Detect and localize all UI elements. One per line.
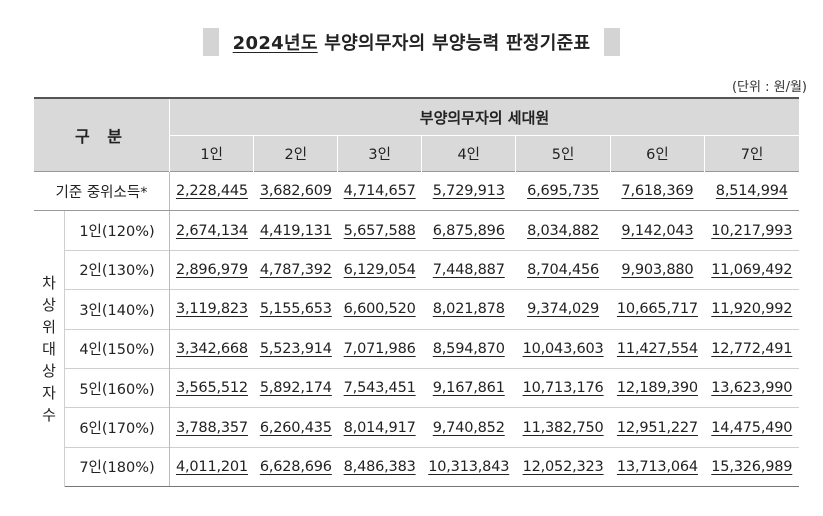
median-value: 3,682,609: [253, 170, 338, 212]
table-cell: 10,665,717: [610, 289, 705, 330]
row-label: 7인(180%): [64, 446, 170, 488]
column-header: 3인: [337, 135, 422, 172]
side-group-char: 자: [42, 384, 56, 402]
table-cell: 8,034,882: [515, 210, 611, 251]
table-row: 7인(180%) 4,011,201 6,628,696 8,486,383 10,31…: [34, 446, 799, 488]
table-cell: 6,875,896: [421, 210, 516, 251]
title-right-bar: [604, 28, 621, 56]
table-cell: 9,374,029: [515, 289, 611, 330]
table-cell: 3,788,357: [169, 407, 254, 448]
table-cell: 8,594,870: [421, 328, 516, 369]
table-cell: 10,043,603: [515, 328, 611, 369]
row-label: 3인(140%): [64, 289, 170, 330]
table-cell: 11,920,992: [704, 289, 799, 330]
unit-note: (단위 : 원/월): [731, 80, 807, 95]
table-cell: 9,167,861: [421, 367, 516, 408]
row-label: 4인(150%): [64, 328, 170, 369]
table-cell: 6,600,520: [337, 289, 422, 330]
title-text: 2024년도 부양의무자의 부양능력 판정기준표: [233, 29, 591, 55]
table-cell: 5,892,174: [253, 367, 338, 408]
column-header: 7인: [704, 135, 799, 172]
side-group-char: 수: [42, 406, 56, 424]
median-value: 7,618,369: [610, 170, 705, 212]
table-cell: 2,674,134: [169, 210, 254, 251]
column-header: 4인: [421, 135, 516, 172]
median-value: 8,514,994: [704, 170, 799, 212]
table-cell: 8,486,383: [337, 446, 422, 488]
table-cell: 5,155,653: [253, 289, 338, 330]
title-left-bar: [202, 28, 219, 56]
table-cell: 7,543,451: [337, 367, 422, 408]
median-value: 5,729,913: [421, 170, 516, 212]
table-cell: 11,427,554: [610, 328, 705, 369]
table-cell: 7,448,887: [421, 249, 516, 290]
table-row: 차 상 위 대 상 자 수 1인(120%) 2,674,134 4,419,131 5,657,5…: [34, 210, 799, 487]
row-label: 6인(170%): [64, 407, 170, 448]
gubun-header: 구 분: [34, 98, 170, 172]
table-row: 2인(130%) 2,896,979 4,787,392 6,129,054 7,448…: [34, 249, 799, 290]
table-cell: 3,342,668: [169, 328, 254, 369]
median-income-row: 기준 중위소득* 2,228,445 3,682,609 4,714,657 5…: [34, 170, 799, 212]
column-header: 2인: [253, 135, 338, 172]
table-cell: 15,326,989: [704, 446, 799, 488]
median-income-label: 기준 중위소득*: [34, 170, 170, 212]
title-rest: 부양의무자의 부양능력 판정기준표: [324, 33, 591, 54]
column-header: 5인: [515, 135, 611, 172]
table-cell: 12,772,491: [704, 328, 799, 369]
table-cell: 3,119,823: [169, 289, 254, 330]
document-title: 2024년도 부양의무자의 부양능력 판정기준표: [0, 28, 823, 56]
table-cell: 12,189,390: [610, 367, 705, 408]
table-cell: 13,713,064: [610, 446, 705, 488]
criteria-table: 구 분 부양의무자의 세대원 1인 2인 3인 4인 5인 6인 7인 기준 중…: [34, 97, 799, 488]
table-cell: 6,628,696: [253, 446, 338, 488]
column-header: 6인: [609, 135, 705, 172]
table-cell: 9,903,880: [610, 249, 705, 290]
table-cell: 8,014,917: [337, 407, 422, 448]
table-cell: 10,713,176: [515, 367, 611, 408]
table-cell: 10,313,843: [421, 446, 516, 488]
median-value: 2,228,445: [169, 170, 254, 212]
table-cell: 11,382,750: [515, 407, 611, 448]
row-label: 1인(120%): [64, 210, 170, 251]
table-cell: 7,071,986: [337, 328, 422, 369]
table-cell: 12,951,227: [610, 407, 705, 448]
table-cell: 4,011,201: [169, 446, 254, 488]
household-group-header: 부양의무자의 세대원: [169, 98, 799, 136]
table-row: 5인(160%) 3,565,512 5,892,174 7,543,451 9,167…: [34, 367, 799, 408]
table-cell: 12,052,323: [515, 446, 611, 488]
row-label: 5인(160%): [64, 367, 170, 408]
table-cell: 8,704,456: [515, 249, 611, 290]
table-cell: 6,260,435: [253, 407, 338, 448]
table-cell: 4,787,392: [253, 249, 338, 290]
side-group-char: 차: [42, 274, 56, 292]
side-group-char: 위: [42, 318, 56, 336]
table-cell: 6,129,054: [337, 249, 422, 290]
table-cell: 9,740,852: [421, 407, 516, 448]
column-header: 1인: [169, 135, 254, 172]
table-cell: 2,896,979: [169, 249, 254, 290]
table-cell: 8,021,878: [421, 289, 516, 330]
table-cell: 14,475,490: [704, 407, 799, 448]
median-value: 4,714,657: [337, 170, 422, 212]
table-row: 3인(140%) 3,119,823 5,155,653 6,600,520 8,021…: [34, 289, 799, 330]
table-cell: 5,523,914: [253, 328, 338, 369]
table-row: 4인(150%) 3,342,668 5,523,914 7,071,986 8,594…: [34, 328, 799, 369]
table-cell: 9,142,043: [610, 210, 705, 251]
table-cell: 13,623,990: [704, 367, 799, 408]
table-cell: 4,419,131: [253, 210, 338, 251]
title-year: 2024년도: [232, 33, 318, 54]
side-group-char: 상: [42, 296, 56, 314]
table-cell: 3,565,512: [169, 367, 254, 408]
table-cell: 10,217,993: [704, 210, 799, 251]
table-cell: 5,657,588: [337, 210, 422, 251]
table-row: 6인(170%) 3,788,357 6,260,435 8,014,917 9,740…: [34, 407, 799, 448]
side-group-char: 대: [42, 340, 56, 358]
row-label: 2인(130%): [64, 249, 170, 290]
side-group-char: 상: [42, 362, 56, 380]
table-cell: 11,069,492: [704, 249, 799, 290]
median-value: 6,695,735: [515, 170, 611, 212]
